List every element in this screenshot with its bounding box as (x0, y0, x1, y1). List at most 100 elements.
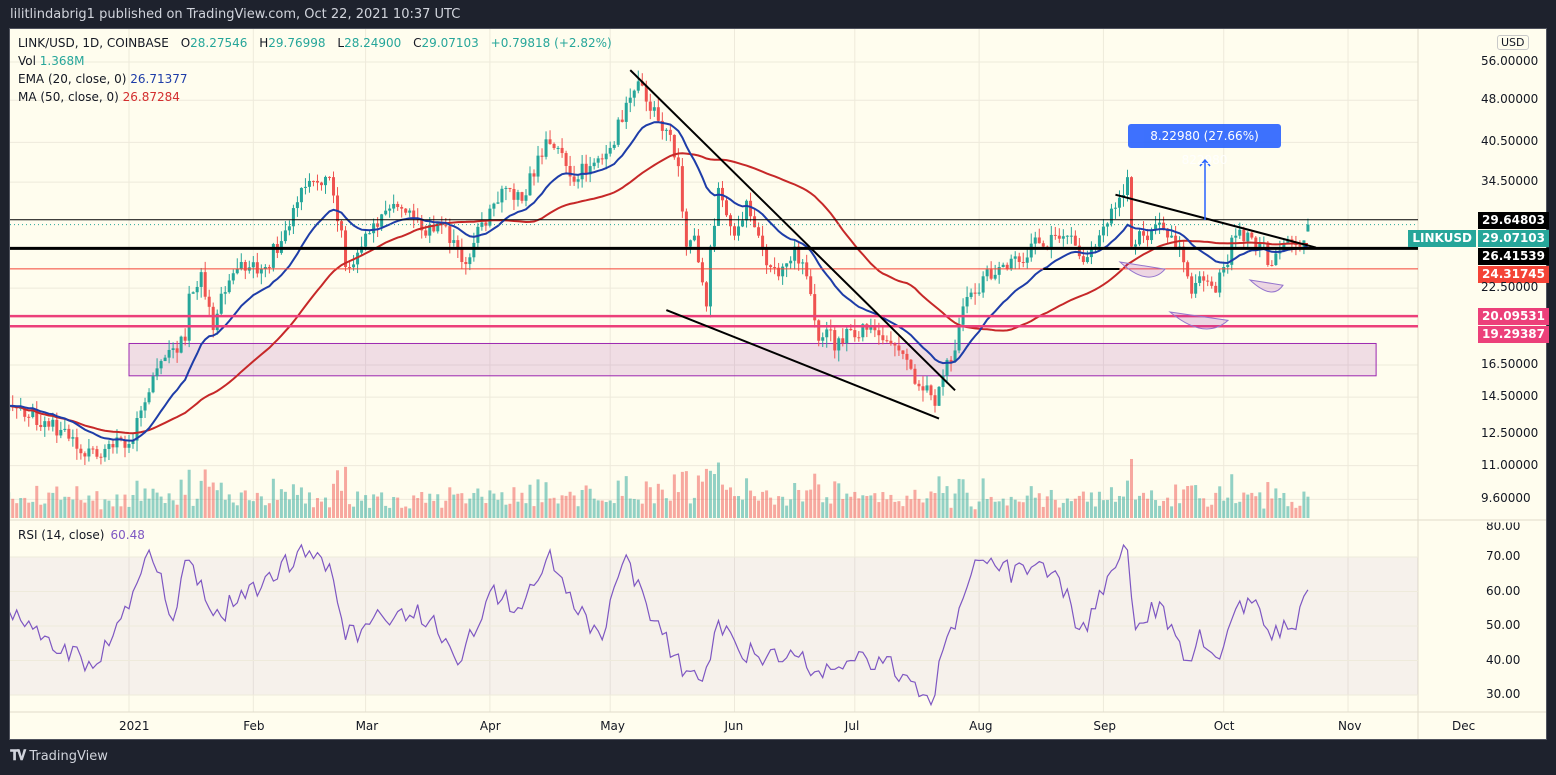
vol-label[interactable]: Vol (18, 54, 36, 68)
candle (1206, 274, 1210, 287)
candle (432, 215, 436, 233)
candlestick-chart[interactable] (10, 29, 1546, 739)
candle-body (456, 240, 460, 248)
volume-bar (945, 486, 949, 518)
candle (1138, 228, 1142, 247)
candle (628, 88, 632, 113)
volume-bar (416, 498, 420, 518)
candle-body (1009, 258, 1013, 270)
candle-body (644, 85, 648, 102)
candle-body (191, 292, 195, 294)
candle-body (1077, 245, 1081, 257)
symbol-info[interactable]: LINK/USD, 1D, COINBASE (18, 36, 169, 50)
chart-frame[interactable] (9, 28, 1547, 740)
candle-body (388, 208, 392, 211)
candle (159, 359, 163, 375)
candle-body (1222, 267, 1226, 273)
volume-bar (239, 492, 243, 518)
candle-body (287, 226, 291, 231)
candle (652, 101, 656, 117)
candle-body (949, 359, 953, 362)
volume-bar (195, 498, 199, 518)
candle-body (368, 233, 372, 235)
currency-label[interactable]: USD (1497, 35, 1529, 50)
time-tick-label: Aug (969, 719, 993, 733)
candle (135, 411, 139, 452)
volume-bar (552, 497, 556, 518)
candle (412, 203, 416, 229)
candle-body (913, 368, 917, 384)
candle-body (933, 395, 937, 406)
candle (985, 265, 989, 282)
volume-bar (95, 491, 99, 518)
ma-label[interactable]: MA (50, close, 0) (18, 90, 119, 104)
candle (223, 286, 227, 305)
candle-body (893, 343, 897, 346)
volume-bar (207, 486, 211, 518)
time-tick-label: May (600, 719, 625, 733)
volume-bar (704, 468, 708, 518)
volume-bar (620, 495, 624, 518)
candle (1182, 240, 1186, 273)
volume-bar (933, 493, 937, 518)
candle-body (700, 262, 704, 283)
volume-bar (608, 500, 612, 518)
rsi-label[interactable]: RSI (14, close) (18, 528, 105, 542)
candle-body (905, 353, 909, 360)
candle (392, 194, 396, 213)
candle-body (652, 107, 656, 111)
time-tick-label: Jun (724, 719, 744, 733)
candle-body (985, 269, 989, 277)
candle (91, 446, 95, 454)
candle-body (484, 222, 488, 226)
volume-bar (588, 488, 592, 518)
candle-body (761, 235, 765, 248)
volume-bar (969, 506, 973, 518)
candle-body (323, 176, 327, 186)
rsi-tick-label: 40.00 (1486, 652, 1521, 667)
volume-bar (1174, 484, 1178, 518)
volume-bar (315, 498, 319, 518)
candle (404, 208, 408, 216)
volume-bar (893, 501, 897, 518)
volume-bar (303, 503, 307, 518)
candle (704, 281, 708, 312)
candle-body (1198, 276, 1202, 283)
candle-body (1025, 257, 1029, 263)
candle-body (777, 267, 781, 277)
candle (279, 231, 283, 255)
candle (1053, 226, 1057, 240)
candle-body (311, 180, 315, 182)
candle (933, 389, 937, 413)
volume-bar (580, 489, 584, 518)
candle-body (1270, 264, 1274, 266)
candle-body (989, 269, 993, 279)
candle (660, 112, 664, 140)
candle-body (1113, 207, 1117, 209)
volume-bar (364, 495, 368, 518)
candle (953, 339, 957, 363)
candle (311, 180, 315, 187)
candle (921, 376, 925, 402)
candle-body (977, 292, 981, 294)
volume-bar (243, 490, 247, 518)
close-value: 29.07103 (421, 36, 479, 50)
candle (668, 125, 672, 142)
volume-bar (159, 496, 163, 518)
ema-label[interactable]: EMA (20, close, 0) (18, 72, 127, 86)
volume-bar (1085, 501, 1089, 518)
candle (1125, 169, 1129, 202)
volume-bar (813, 473, 817, 518)
volume-bar (1117, 495, 1121, 518)
volume-bar (1290, 501, 1294, 518)
candle-body (596, 158, 600, 163)
volume-bar (444, 500, 448, 518)
candle-body (857, 337, 861, 339)
volume-bar (660, 489, 664, 518)
candle (508, 187, 512, 193)
candle-body (436, 222, 440, 232)
candle-body (372, 223, 376, 234)
candle-body (448, 226, 452, 243)
candle (123, 435, 127, 458)
volume-bar (75, 486, 79, 518)
